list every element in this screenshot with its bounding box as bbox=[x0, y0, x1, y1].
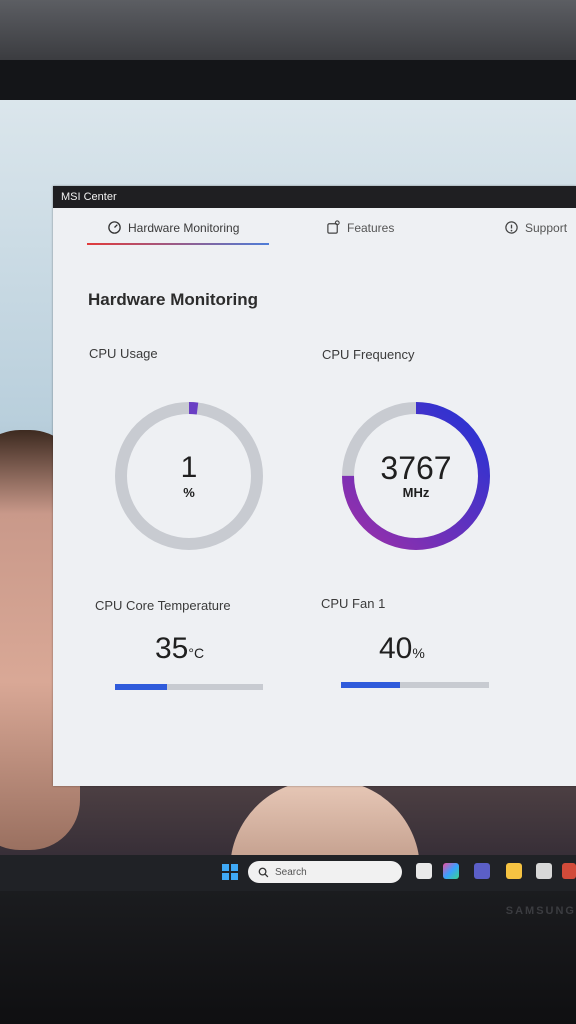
cpu-temp-label: CPU Core Temperature bbox=[95, 598, 231, 613]
desktop: MSI Center Hardware Monitoring Features bbox=[0, 100, 576, 900]
cpu-frequency-gauge: 3767 MHz bbox=[338, 398, 494, 554]
cpu-temp-bar bbox=[115, 684, 263, 690]
store-icon[interactable] bbox=[536, 863, 552, 879]
active-tab-indicator bbox=[87, 243, 269, 245]
cpu-fan-readout: 40% bbox=[379, 632, 425, 666]
start-button[interactable] bbox=[222, 864, 238, 880]
cpu-usage-unit: % bbox=[183, 484, 195, 500]
search-placeholder: Search bbox=[275, 866, 307, 878]
tab-features[interactable]: Features bbox=[326, 220, 394, 235]
cpu-frequency-label: CPU Frequency bbox=[322, 347, 415, 362]
cpu-temp-value: 35 bbox=[155, 632, 189, 665]
tab-label: Hardware Monitoring bbox=[128, 220, 240, 235]
cpu-frequency-value: 3767 bbox=[380, 449, 452, 486]
msi-center-taskbar-icon[interactable] bbox=[562, 863, 576, 879]
cpu-temp-readout: 35°C bbox=[155, 632, 204, 666]
window-title: MSI Center bbox=[61, 191, 117, 203]
task-view-icon[interactable] bbox=[416, 863, 432, 879]
cpu-usage-label: CPU Usage bbox=[89, 346, 158, 361]
cpu-frequency-unit: MHz bbox=[402, 484, 430, 500]
cpu-fan-value: 40 bbox=[379, 632, 413, 665]
cpu-temp-unit: °C bbox=[188, 645, 205, 661]
gauge-fill bbox=[342, 402, 490, 550]
tab-support[interactable]: Support bbox=[504, 220, 567, 235]
window-titlebar: MSI Center bbox=[53, 186, 576, 208]
cpu-usage-value: 1 bbox=[180, 450, 198, 484]
page-title: Hardware Monitoring bbox=[88, 290, 259, 309]
monitor-bottom-bezel bbox=[0, 891, 576, 1024]
cpu-usage-gauge: 1 % bbox=[111, 398, 267, 554]
gauge-fill bbox=[115, 402, 263, 550]
support-icon bbox=[505, 221, 518, 234]
features-icon bbox=[327, 220, 340, 234]
file-explorer-icon[interactable] bbox=[506, 863, 522, 879]
msi-center-window: MSI Center Hardware Monitoring Features bbox=[53, 186, 576, 786]
cpu-fan-bar-fill bbox=[341, 682, 401, 688]
gauge-icon bbox=[108, 221, 121, 234]
tab-label: Features bbox=[347, 220, 395, 235]
monitor-top-bezel bbox=[0, 60, 576, 104]
tab-label: Support bbox=[525, 220, 568, 235]
cpu-temp-bar-fill bbox=[115, 684, 167, 690]
cpu-fan-label: CPU Fan 1 bbox=[321, 596, 386, 611]
copilot-icon[interactable] bbox=[443, 863, 459, 879]
monitor-brand: SAMSUNG bbox=[505, 905, 576, 917]
cpu-fan-unit: % bbox=[412, 645, 425, 661]
search-icon bbox=[258, 867, 269, 877]
teams-icon[interactable] bbox=[474, 863, 490, 879]
tab-hardware-monitoring[interactable]: Hardware Monitoring bbox=[107, 220, 239, 235]
wall-background bbox=[0, 0, 576, 60]
tab-bar: Hardware Monitoring Features Support bbox=[53, 216, 576, 256]
taskbar-search[interactable]: Search bbox=[248, 861, 402, 883]
cpu-fan-bar bbox=[341, 682, 489, 688]
